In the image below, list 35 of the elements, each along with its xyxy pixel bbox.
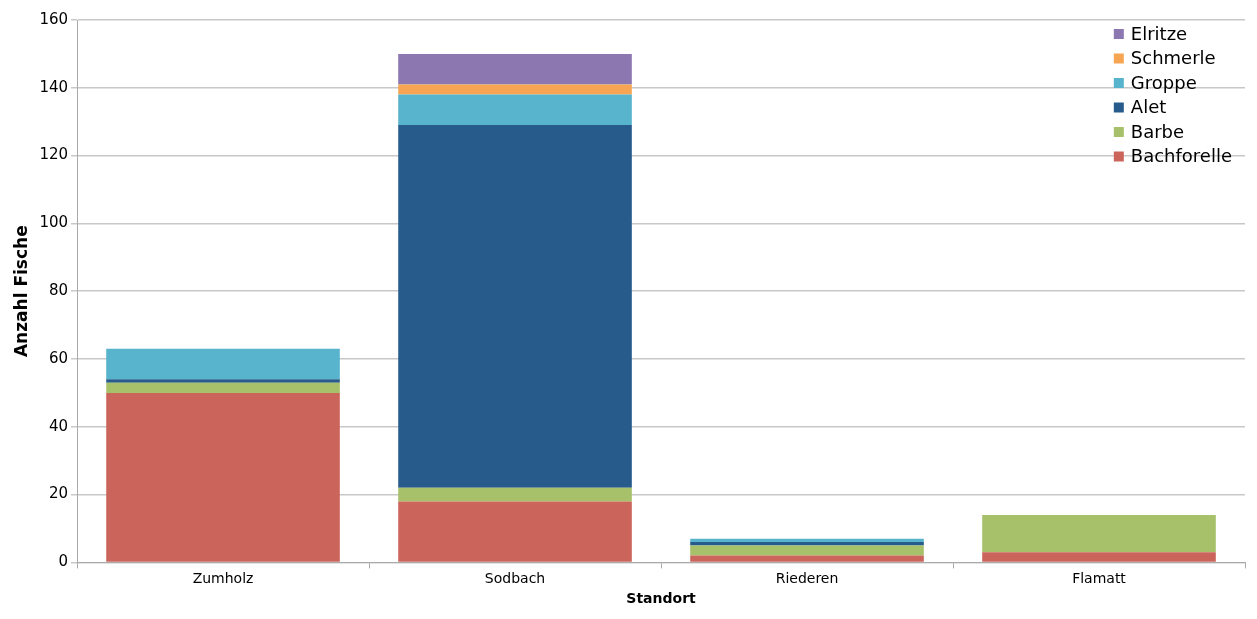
bar xyxy=(398,487,632,502)
y-axis-title: Anzahl Fische xyxy=(10,225,31,358)
bar xyxy=(398,501,632,562)
legend-label: Bachforelle xyxy=(1130,145,1233,167)
legend-label: Elritze xyxy=(1130,22,1188,44)
x-tick-label: Sodbach xyxy=(484,570,546,587)
y-tick-label: 0 xyxy=(58,552,69,571)
bar xyxy=(398,94,632,126)
bar xyxy=(106,379,340,383)
bar xyxy=(398,84,632,95)
bar xyxy=(690,555,924,562)
bar xyxy=(398,125,632,488)
legend-label: Schmerle xyxy=(1130,47,1216,69)
y-tick-label: 160 xyxy=(39,9,69,28)
bar xyxy=(982,514,1216,553)
y-tick-label: 80 xyxy=(48,281,69,300)
x-axis-title: Standort xyxy=(626,590,697,607)
x-tick-label: Riederen xyxy=(775,570,839,587)
legend-label: Barbe xyxy=(1130,120,1185,142)
legend-label: Groppe xyxy=(1130,71,1197,93)
bar xyxy=(106,382,340,393)
x-tick-label: Flamatt xyxy=(1072,570,1127,587)
bar xyxy=(982,552,1216,562)
y-tick-label: 60 xyxy=(48,348,69,367)
bar xyxy=(106,348,340,380)
legend-label: Alet xyxy=(1130,96,1167,118)
y-tick-label: 120 xyxy=(39,145,69,164)
y-tick-label: 100 xyxy=(39,213,69,232)
y-tick-label: 140 xyxy=(39,77,69,96)
y-tick-label: 40 xyxy=(48,416,69,435)
bar xyxy=(690,545,924,556)
bar xyxy=(398,53,632,85)
y-tick-label: 20 xyxy=(48,484,69,503)
x-tick-label: Zumholz xyxy=(192,570,254,587)
bar xyxy=(106,392,340,562)
